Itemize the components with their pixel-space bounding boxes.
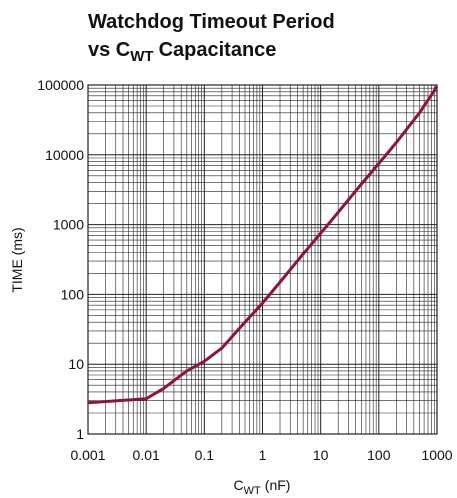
plot-frame <box>87 84 438 435</box>
title-subscript: WT <box>130 48 153 65</box>
x-tick-label: 0.001 <box>70 447 105 463</box>
y-tick-label: 10 <box>68 356 84 372</box>
data-line <box>87 85 439 405</box>
y-axis-label: TIME (ms) <box>9 227 25 292</box>
x-tick-label: 10 <box>313 447 329 463</box>
title-text: Capacitance <box>159 39 277 61</box>
x-tick-label: 0.1 <box>195 447 215 463</box>
x-axis-label: CWT (nF) <box>234 477 291 497</box>
x-label-subscript: WT <box>244 485 261 497</box>
chart-title: vs CWT Capacitance <box>88 39 276 65</box>
y-tick-label: 10000 <box>45 147 84 163</box>
x-tick-label: 100 <box>367 447 391 463</box>
x-tick-label: 1000 <box>421 447 452 463</box>
title-line: Watchdog Timeout Period <box>88 11 335 33</box>
x-tick-label: 0.01 <box>133 447 160 463</box>
y-tick-label: 100 <box>61 286 85 302</box>
y-tick-label: 1 <box>76 426 84 442</box>
y-tick-label: 1000 <box>53 217 84 233</box>
chart-title: Watchdog Timeout Period <box>88 11 335 33</box>
y-tick-label: 100000 <box>37 77 84 93</box>
x-label-text: C <box>234 477 244 493</box>
title-text: vs C <box>88 39 130 61</box>
x-label-text: (nF) <box>265 477 291 493</box>
x-tick-label: 1 <box>259 447 267 463</box>
